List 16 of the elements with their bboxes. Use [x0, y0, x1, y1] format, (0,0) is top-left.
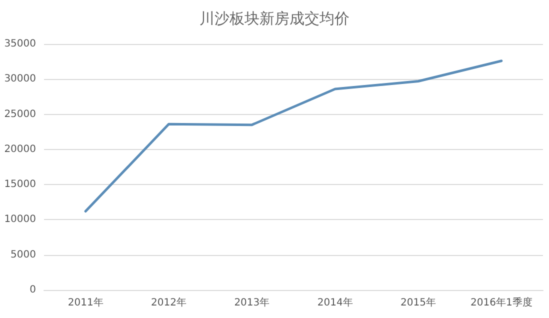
y-tick-label: 10000 — [4, 214, 36, 226]
y-tick-label: 0 — [30, 284, 36, 296]
y-tick-label: 5000 — [10, 249, 36, 260]
chart-title: 川沙板块新房成交均价 — [200, 10, 350, 28]
x-tick-label: 2013年 — [234, 296, 270, 308]
line-series — [84, 60, 503, 213]
y-tick-label: 25000 — [4, 108, 36, 120]
x-tick-label: 2011年 — [68, 296, 104, 308]
y-tick-label: 15000 — [4, 179, 36, 190]
x-tick-label: 2016年1季度 — [470, 296, 532, 308]
x-tick-label: 2012年 — [151, 296, 186, 308]
y-tick-label: 20000 — [4, 144, 36, 155]
y-tick-label: 35000 — [4, 38, 36, 50]
x-tick-label: 2015年 — [400, 296, 436, 308]
x-tick-label: 2014年 — [317, 296, 353, 308]
y-tick-label: 30000 — [4, 74, 36, 85]
